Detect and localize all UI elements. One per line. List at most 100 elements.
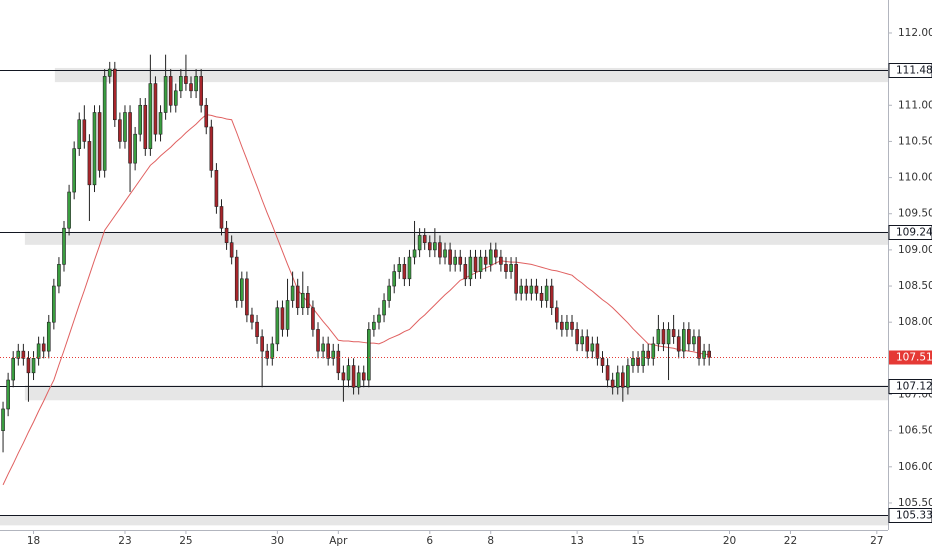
- level-label-box: [888, 225, 932, 240]
- candle-body: [504, 264, 508, 272]
- candle-body: [194, 76, 198, 92]
- candle-body: [1, 408, 5, 431]
- candle-body: [255, 321, 259, 337]
- candle-body: [234, 256, 239, 301]
- candle-body: [179, 76, 183, 92]
- y-tick-label: 108.000: [898, 316, 932, 328]
- candle-body: [67, 191, 71, 229]
- level-label-box: [888, 508, 932, 523]
- candle-body: [209, 126, 214, 171]
- support-zone: [24, 231, 888, 245]
- candle-body: [153, 83, 158, 135]
- candle-body: [290, 285, 295, 301]
- candle-body: [245, 278, 249, 316]
- candle-body: [402, 264, 407, 280]
- candle-body: [361, 372, 366, 381]
- candle-body: [133, 133, 137, 164]
- level-label: 109.243: [896, 227, 932, 239]
- candle-body: [707, 350, 711, 358]
- candle-body: [534, 285, 539, 294]
- candle-body: [72, 148, 76, 193]
- candle-body: [646, 350, 651, 359]
- candle-body: [453, 256, 457, 265]
- candle-body: [671, 329, 676, 337]
- candle-body: [41, 343, 46, 352]
- candle-body: [21, 350, 26, 359]
- candle-body: [184, 76, 188, 84]
- moving-average: [2, 114, 710, 486]
- candle-body: [661, 329, 666, 345]
- candle-body: [118, 119, 122, 142]
- candle-body: [92, 112, 97, 186]
- level-label-box: [888, 379, 932, 394]
- candle-body: [36, 343, 41, 359]
- support-zone: [24, 385, 888, 401]
- candle-body: [260, 336, 264, 352]
- y-tick-label: 110.500: [898, 135, 932, 147]
- candle-body: [427, 242, 432, 251]
- candle-body: [158, 112, 163, 135]
- candle-body: [600, 358, 605, 366]
- candle-body: [285, 300, 290, 330]
- candle-body: [448, 249, 452, 265]
- candle-body: [311, 307, 315, 330]
- candle-body: [554, 307, 559, 323]
- candle-body: [549, 285, 554, 309]
- candle-body: [565, 321, 569, 330]
- candle-body: [128, 112, 132, 164]
- candle-body: [143, 104, 148, 149]
- candle-body: [595, 343, 600, 359]
- x-tick-label: 15: [631, 535, 644, 547]
- y-tick-label: 111.000: [898, 99, 932, 111]
- candle-body: [488, 249, 493, 265]
- candle-body: [468, 256, 473, 280]
- candle-body: [229, 242, 234, 258]
- candle-body: [570, 321, 574, 330]
- candle-body: [275, 307, 280, 345]
- candle-body: [621, 372, 625, 388]
- candle-body: [641, 350, 645, 366]
- last-price-label: 107.515: [896, 352, 932, 364]
- y-tick-label: 105.500: [898, 497, 932, 509]
- candle-body: [702, 350, 706, 359]
- candle-body: [397, 264, 402, 272]
- candle-body: [270, 343, 275, 359]
- candle-body: [173, 90, 178, 106]
- y-tick-label: 106.500: [898, 425, 932, 437]
- y-tick-label: 110.000: [898, 172, 932, 184]
- candle-body: [412, 249, 417, 258]
- candle-body: [697, 336, 701, 359]
- candle-body: [392, 271, 397, 287]
- candle-body: [631, 358, 635, 366]
- level-label-box: [888, 63, 932, 78]
- support-zone: [54, 67, 888, 83]
- candle-body: [224, 227, 229, 243]
- candle-body: [97, 112, 102, 171]
- candle-body: [544, 285, 549, 301]
- candle-body: [295, 285, 300, 309]
- candle-body: [478, 256, 483, 272]
- x-tick-label: 18: [27, 535, 40, 547]
- x-tick-label: Apr: [329, 535, 348, 547]
- level-label: 111.486: [896, 65, 932, 77]
- candle-body: [681, 329, 686, 352]
- candle-body: [321, 343, 325, 352]
- candle-body: [87, 141, 92, 186]
- candle-body: [651, 343, 656, 359]
- level-label: 107.123: [896, 381, 932, 393]
- candle-body: [666, 329, 671, 345]
- candle-body: [407, 256, 412, 280]
- candle-body: [463, 264, 468, 280]
- candle-body: [316, 329, 320, 352]
- candle-body: [422, 235, 427, 243]
- candle-body: [529, 285, 534, 294]
- candle-body: [31, 358, 36, 374]
- candle-body: [514, 264, 518, 294]
- x-tick-label: 25: [179, 535, 192, 547]
- candle-body: [148, 83, 153, 149]
- support-zone: [0, 515, 888, 526]
- x-tick-label: 20: [723, 535, 736, 547]
- candle-body: [509, 264, 513, 272]
- candle-body: [168, 76, 173, 106]
